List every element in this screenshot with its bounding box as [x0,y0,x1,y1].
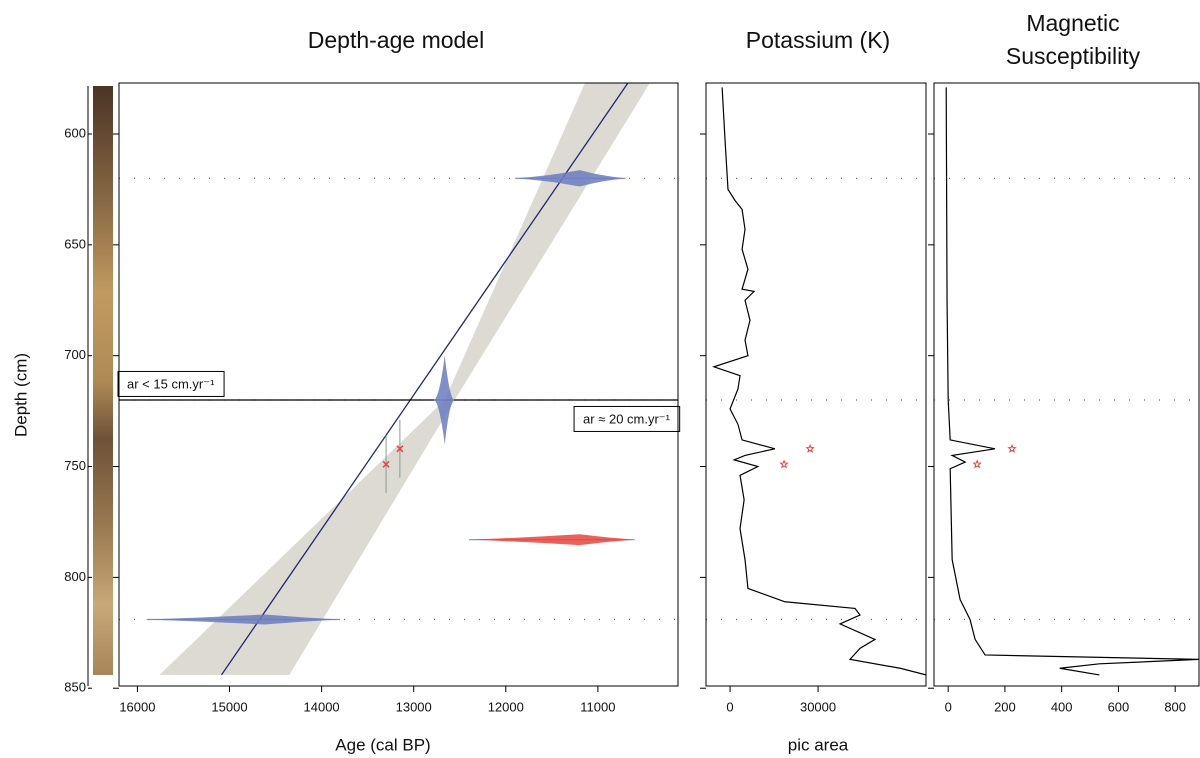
y-tick-label: 600 [64,125,86,140]
y-tick-label: 800 [64,569,86,584]
x-tick-label: 0 [726,699,733,714]
plot-area [706,87,926,676]
x-axis-label: Age (cal BP) [335,735,430,754]
chart-title: Magnetic [1026,10,1119,36]
date-distribution [514,170,626,187]
x-tick-label: 14000 [304,699,340,714]
star-marker [805,443,815,453]
y-tick-label: 650 [64,236,86,251]
model-line [220,83,629,676]
core-image [93,86,113,675]
profile-line [712,87,926,676]
date-distribution [146,614,341,625]
x-tick-label: 800 [1164,699,1186,714]
x-tick-label: 0 [945,699,952,714]
y-tick-label: 700 [64,347,86,362]
uncertainty-band [159,83,650,675]
plot-area [119,83,678,676]
annotation-box [573,405,681,432]
star-marker [1007,443,1017,453]
annotation-box [117,370,225,397]
x-axis-label: pic area [788,735,849,754]
y-tick-label: 850 [64,680,86,695]
date-distribution [433,355,455,445]
x-tick-label: 15000 [211,699,247,714]
x-tick-label: 200 [994,699,1016,714]
x-tick-label: 12000 [488,699,524,714]
profile-line [945,87,1200,676]
x-tick-label: 16000 [119,699,155,714]
plot-frame [118,82,679,687]
annotation: ar < 15 cm.yr⁻¹ [127,376,215,391]
plot-frame [933,82,1200,687]
chart-title: Susceptibility [1006,43,1141,69]
x-tick-label: 600 [1108,699,1130,714]
tephra-marker [382,460,390,468]
x-tick-label: 30000 [800,699,836,714]
x-tick-label: 11000 [580,699,615,714]
x-tick-label: 400 [1051,699,1073,714]
x-tick-label: 13000 [396,699,432,714]
tephra-marker [396,445,404,453]
star-marker [972,459,982,469]
plot-area [934,87,1200,676]
chart-title: Potassium (K) [746,27,890,53]
annotation: ar ≈ 20 cm.yr⁻¹ [583,411,671,426]
chart-title: Depth-age model [308,27,484,53]
y-axis-label: Depth (cm) [11,353,30,437]
star-marker [779,459,789,469]
y-tick-label: 750 [64,458,86,473]
date-distribution [468,534,635,546]
plot-frame [705,82,927,687]
